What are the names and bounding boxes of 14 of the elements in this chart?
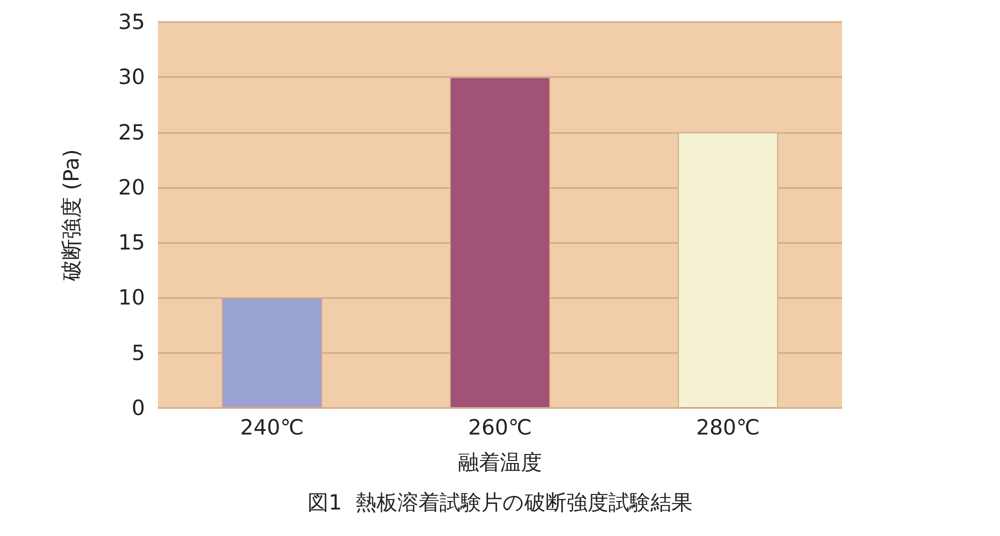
x-tick-label: 260℃	[468, 416, 532, 440]
x-axis-title: 融着温度	[458, 450, 542, 474]
x-tick-label: 280℃	[696, 416, 760, 440]
y-tick-label: 30	[118, 65, 145, 90]
y-tick-label: 10	[118, 286, 145, 310]
x-tick-label: 240℃	[240, 416, 304, 440]
y-axis-title: 破断強度 (Pa)	[60, 149, 84, 282]
y-tick-label: 35	[118, 10, 145, 34]
text: 図1 熱板溶着試験片の破断強度試験結果	[308, 490, 692, 514]
y-tick-label: 5	[132, 340, 145, 365]
y-tick-label: 25	[118, 120, 145, 144]
y-tick-label: 0	[132, 396, 145, 420]
y-tick-label: 15	[118, 230, 145, 255]
y-tick-label: 20	[118, 175, 145, 200]
